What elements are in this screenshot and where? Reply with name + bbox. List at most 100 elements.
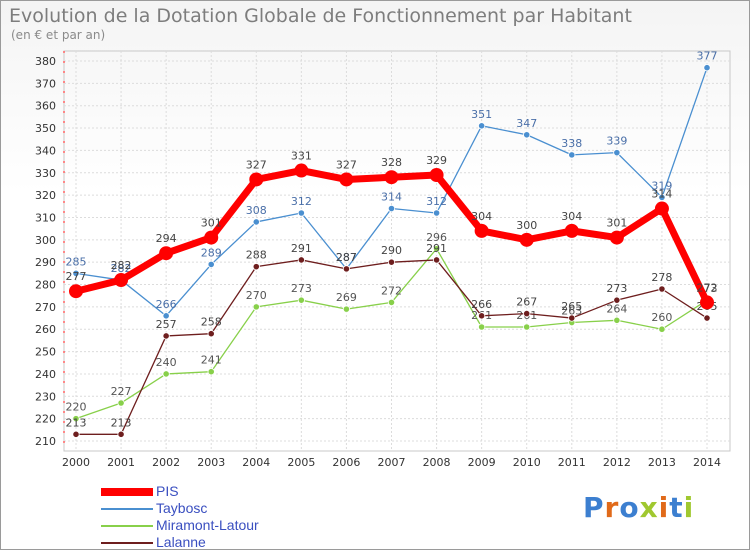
data-label-lalanne: 287 (336, 251, 357, 264)
x-tick-label: 2004 (242, 456, 270, 469)
chart-subtitle: (en € et par an) (11, 28, 106, 42)
data-point-lalanne (478, 312, 486, 320)
data-point-taybosc (703, 64, 711, 72)
x-tick-label: 2008 (423, 456, 451, 469)
x-tick-label: 2012 (603, 456, 631, 469)
x-tick-label: 2003 (197, 456, 225, 469)
data-label-lalanne: 291 (291, 242, 312, 255)
data-label-pis: 272 (697, 281, 718, 294)
data-label-taybosc: 308 (246, 204, 267, 217)
y-tick-label: 310 (35, 211, 56, 224)
y-tick-label: 260 (35, 323, 56, 336)
data-point-pis (519, 232, 534, 247)
data-label-lalanne: 291 (426, 242, 447, 255)
data-label-taybosc: 377 (697, 50, 718, 63)
data-label-pis: 277 (66, 270, 87, 283)
data-label-taybosc: 266 (156, 298, 177, 311)
legend-swatch-pis (101, 488, 153, 496)
chart-title: Evolution de la Dotation Globale de Fonc… (9, 5, 632, 27)
data-point-miramont-latour (478, 323, 486, 331)
data-point-pis (474, 223, 489, 238)
data-label-miramont-latour: 220 (66, 401, 87, 414)
data-point-taybosc (478, 122, 486, 130)
data-label-miramont-latour: 272 (381, 284, 402, 297)
data-label-taybosc: 338 (561, 137, 582, 150)
x-tick-label: 2013 (648, 456, 676, 469)
data-label-miramont-latour: 270 (246, 289, 267, 302)
legend-label-miramont-latour: Miramont-Latour (156, 517, 259, 533)
y-tick-label: 210 (35, 435, 56, 448)
legend-swatch-miramont-latour (101, 525, 153, 527)
data-point-pis (384, 170, 399, 185)
y-tick-label: 300 (35, 234, 56, 247)
data-label-pis: 301 (606, 217, 627, 230)
data-label-miramont-latour: 240 (156, 356, 177, 369)
data-point-pis (114, 273, 129, 288)
data-point-lalanne (162, 332, 170, 340)
data-point-pis (294, 163, 309, 178)
data-point-miramont-latour (117, 399, 125, 407)
data-label-taybosc: 282 (111, 262, 132, 275)
data-point-pis (249, 172, 264, 187)
data-label-taybosc: 289 (201, 246, 222, 259)
data-point-pis (339, 172, 354, 187)
data-label-taybosc: 285 (66, 255, 87, 268)
proxiti-logo: Proxiti (583, 491, 695, 524)
data-point-lalanne (207, 330, 215, 338)
data-point-lalanne (613, 296, 621, 304)
data-point-taybosc (297, 209, 305, 217)
data-point-pis (69, 284, 83, 299)
x-tick-label: 2005 (287, 456, 315, 469)
data-point-lalanne (297, 256, 305, 264)
data-label-taybosc: 351 (471, 108, 492, 121)
y-tick-label: 340 (35, 144, 56, 157)
data-label-miramont-latour: 296 (426, 231, 447, 244)
legend-swatch-taybosc (101, 508, 153, 510)
data-point-taybosc (523, 131, 531, 139)
data-point-lalanne (432, 256, 441, 264)
data-point-taybosc (658, 193, 666, 201)
data-label-miramont-latour: 273 (291, 282, 312, 295)
data-point-miramont-latour (207, 368, 215, 376)
data-label-miramont-latour: 264 (606, 302, 627, 315)
data-label-lalanne: 257 (156, 318, 177, 331)
data-point-miramont-latour (658, 325, 666, 333)
data-point-lalanne (72, 430, 80, 438)
data-label-pis: 294 (156, 232, 177, 245)
data-point-miramont-latour (72, 415, 80, 423)
data-label-lalanne: 273 (606, 282, 627, 295)
data-point-miramont-latour (162, 370, 170, 378)
x-tick-label: 2010 (513, 456, 541, 469)
y-tick-label: 330 (35, 167, 56, 180)
data-point-taybosc (252, 218, 260, 226)
y-tick-label: 250 (35, 346, 56, 359)
legend-label-pis: PIS (156, 483, 179, 499)
data-point-pis (609, 230, 624, 245)
data-label-taybosc: 312 (291, 195, 312, 208)
y-tick-label: 360 (35, 100, 56, 113)
x-tick-label: 2006 (332, 456, 360, 469)
y-tick-label: 280 (35, 279, 56, 292)
y-tick-label: 270 (35, 301, 56, 314)
data-point-taybosc (387, 204, 396, 213)
legend-label-lalanne: Lalanne (156, 534, 206, 550)
data-point-pis (700, 295, 714, 310)
x-tick-label: 2001 (107, 456, 135, 469)
data-point-miramont-latour (387, 298, 396, 307)
data-label-miramont-latour: 241 (201, 354, 222, 367)
data-point-pis (429, 168, 444, 182)
data-point-taybosc (207, 260, 215, 269)
data-label-pis: 314 (651, 188, 672, 201)
series-line-miramont-latour (75, 248, 708, 420)
data-label-taybosc: 347 (516, 117, 537, 130)
data-label-lalanne: 213 (66, 416, 87, 429)
data-label-lalanne: 278 (651, 271, 672, 284)
data-label-pis: 300 (516, 219, 537, 232)
data-label-pis: 304 (561, 210, 582, 223)
data-point-taybosc (72, 269, 80, 277)
data-label-lalanne: 258 (201, 316, 222, 329)
x-tick-label: 2009 (468, 456, 496, 469)
data-label-pis: 304 (471, 210, 492, 223)
y-tick-label: 290 (35, 256, 56, 269)
